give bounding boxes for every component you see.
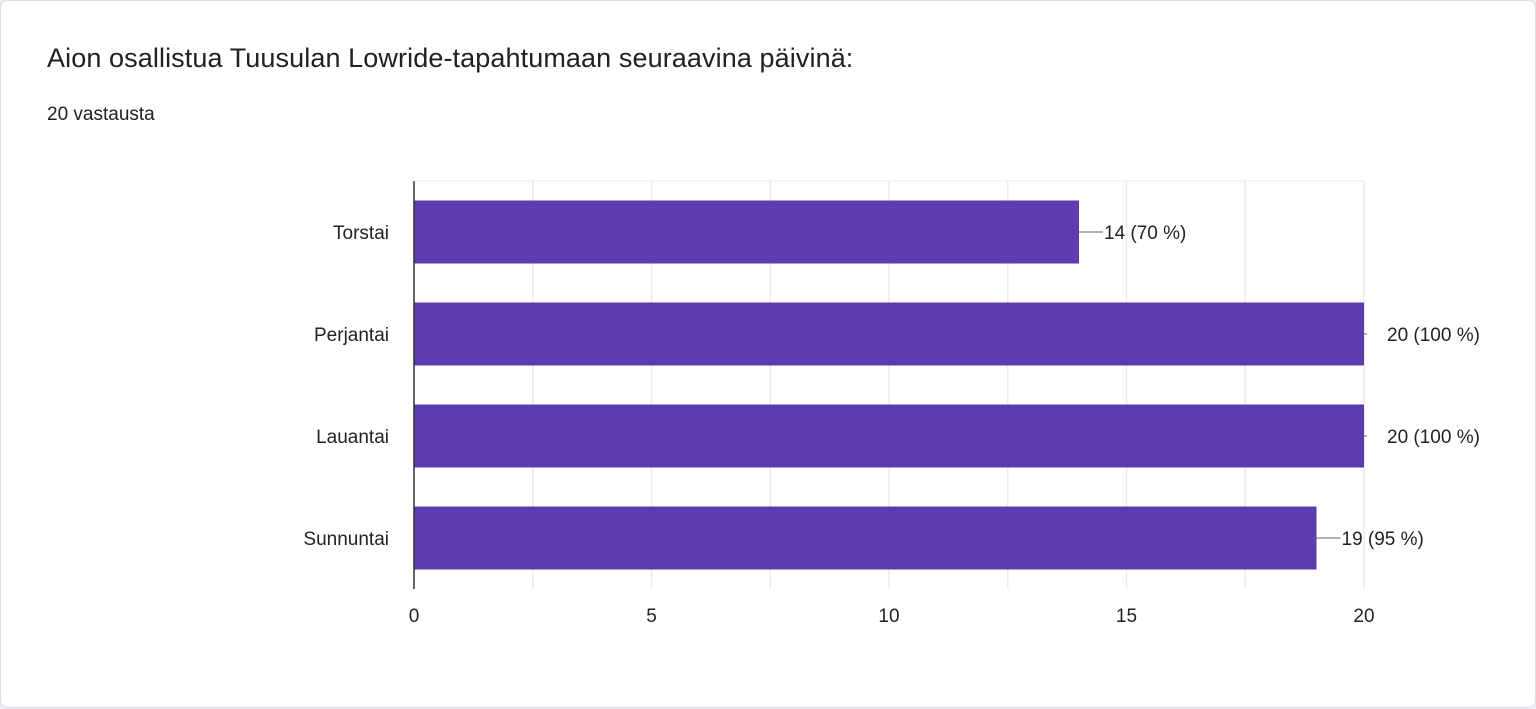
data-label: 14 (70 %) xyxy=(1104,223,1186,244)
data-label: 20 (100 %) xyxy=(1387,325,1480,346)
x-tick-label: 5 xyxy=(646,606,657,627)
x-tick-label: 10 xyxy=(878,606,899,627)
x-tick-label: 20 xyxy=(1353,606,1374,627)
bar xyxy=(414,404,1364,468)
bar xyxy=(414,506,1317,570)
response-count: 20 vastausta xyxy=(47,104,155,125)
data-label: 20 (100 %) xyxy=(1387,427,1480,448)
data-label: 19 (95 %) xyxy=(1342,529,1424,550)
bar xyxy=(414,200,1079,264)
category-label: Torstai xyxy=(333,223,389,244)
category-label: Perjantai xyxy=(314,325,389,346)
chart-title: Aion osallistua Tuusulan Lowride-tapahtu… xyxy=(47,43,854,73)
x-tick-label: 15 xyxy=(1116,606,1137,627)
bar xyxy=(414,302,1364,366)
category-label: Lauantai xyxy=(316,427,389,448)
x-tick-label: 0 xyxy=(409,606,420,627)
category-label: Sunnuntai xyxy=(303,529,389,550)
